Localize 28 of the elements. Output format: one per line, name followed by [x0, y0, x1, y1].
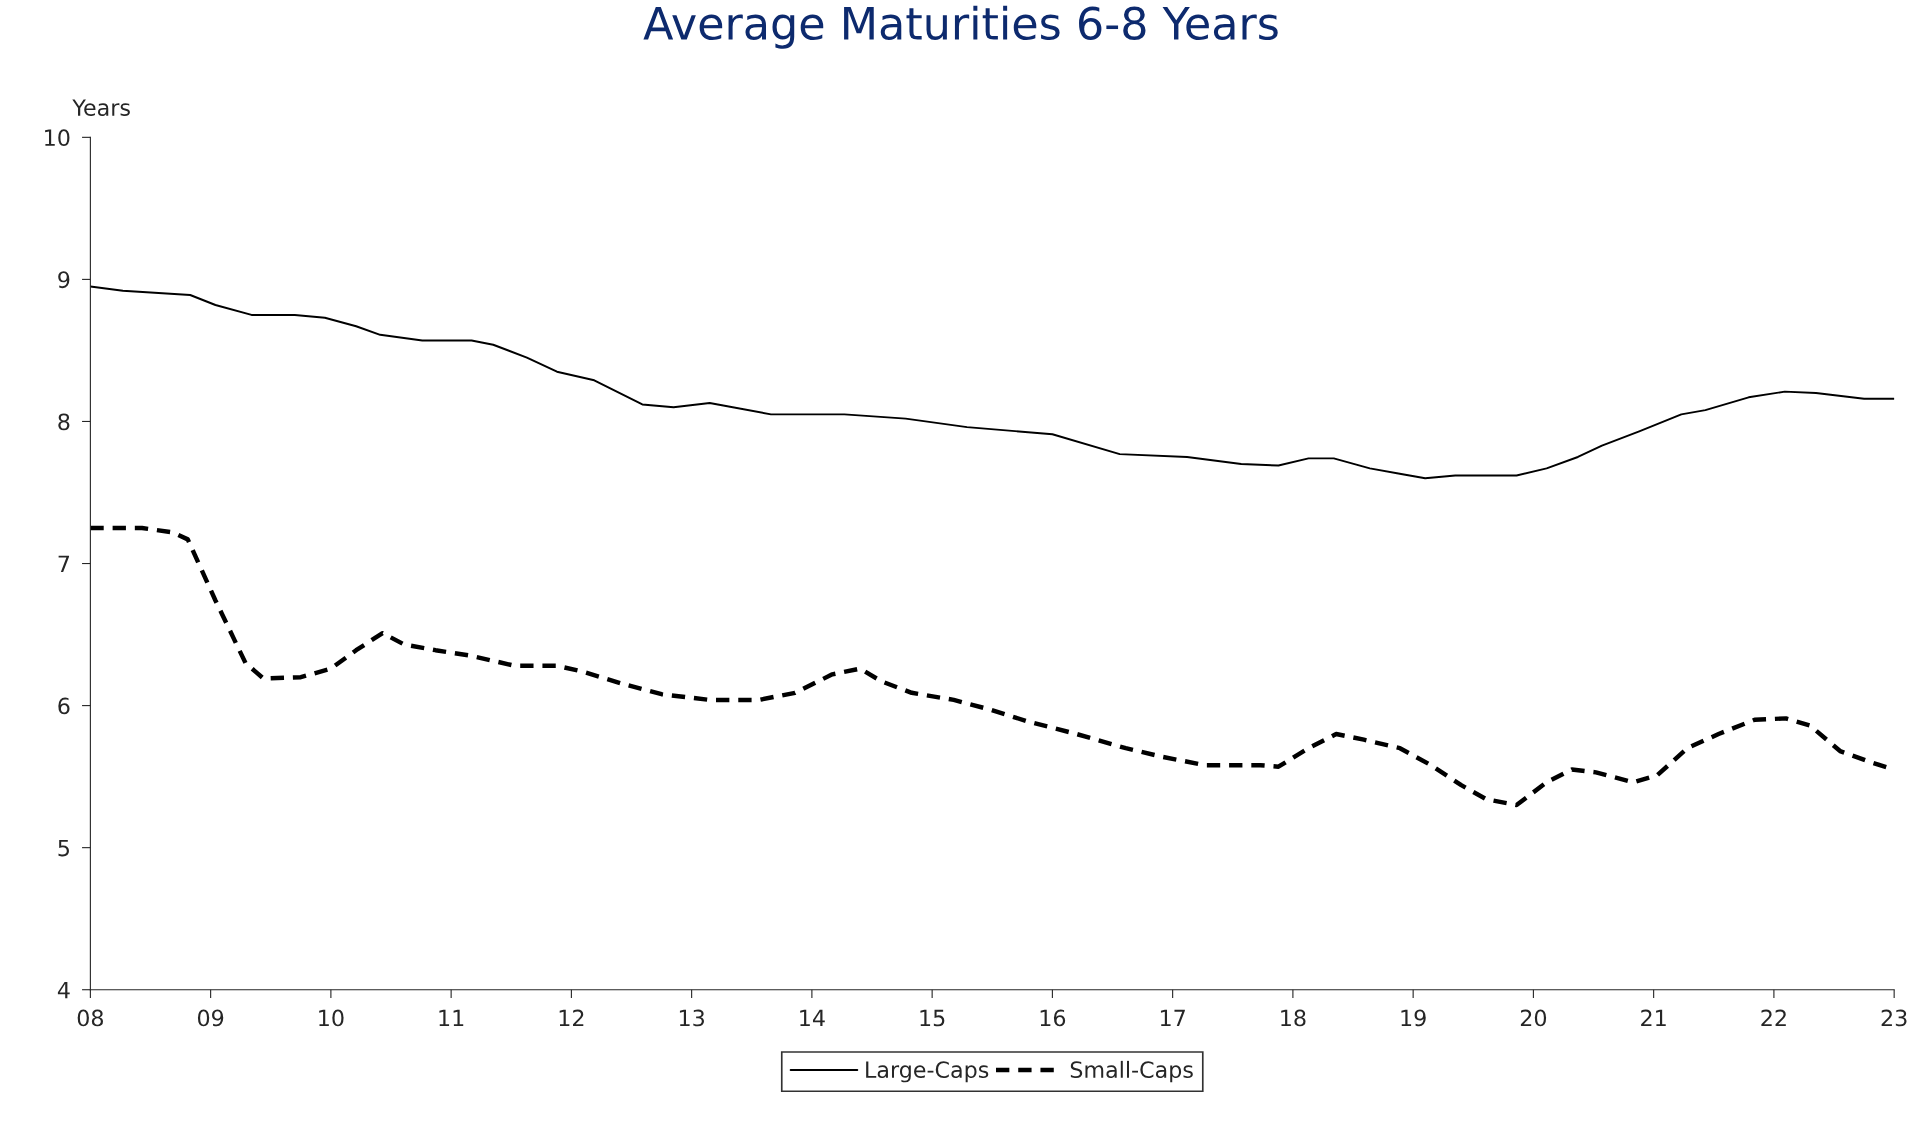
y-tick-label: 6	[58, 697, 70, 715]
x-tick-label: 15	[920, 1009, 945, 1027]
x-tick-label: 11	[439, 1009, 464, 1027]
x-tick-label: 17	[1160, 1009, 1185, 1027]
chart-title: Average Maturities 6-8 Years	[643, 5, 1278, 49]
x-tick-label: 21	[1641, 1009, 1666, 1027]
x-tick-label: 10	[319, 1009, 344, 1027]
x-tick-label: 14	[800, 1009, 825, 1027]
y-tick-label: 9	[58, 271, 70, 289]
y-tick-label: 8	[58, 413, 70, 431]
legend-label: Small-Caps	[1070, 1060, 1193, 1083]
x-tick-label: 23	[1881, 1009, 1907, 1027]
x-tick-label: 18	[1281, 1009, 1306, 1027]
y-tick-label: 5	[58, 839, 69, 857]
x-tick-label: 20	[1520, 1009, 1547, 1027]
line-series	[90, 285, 1895, 480]
y-tick-label: 4	[57, 981, 70, 999]
x-tick-label: 12	[559, 1009, 584, 1027]
x-tick-label: 08	[77, 1009, 103, 1027]
legend-label: Large-Caps	[866, 1061, 989, 1083]
x-tick-label: 19	[1401, 1009, 1426, 1027]
x-tick-label: 09	[197, 1009, 224, 1027]
y-tick-label: 7	[58, 555, 70, 572]
x-tick-label: 22	[1761, 1009, 1786, 1027]
x-tick-label: 13	[679, 1009, 704, 1027]
y-tick-label: 10	[45, 129, 70, 147]
y-axis-title: Years	[72, 99, 130, 116]
x-tick-label: 16	[1040, 1009, 1066, 1027]
